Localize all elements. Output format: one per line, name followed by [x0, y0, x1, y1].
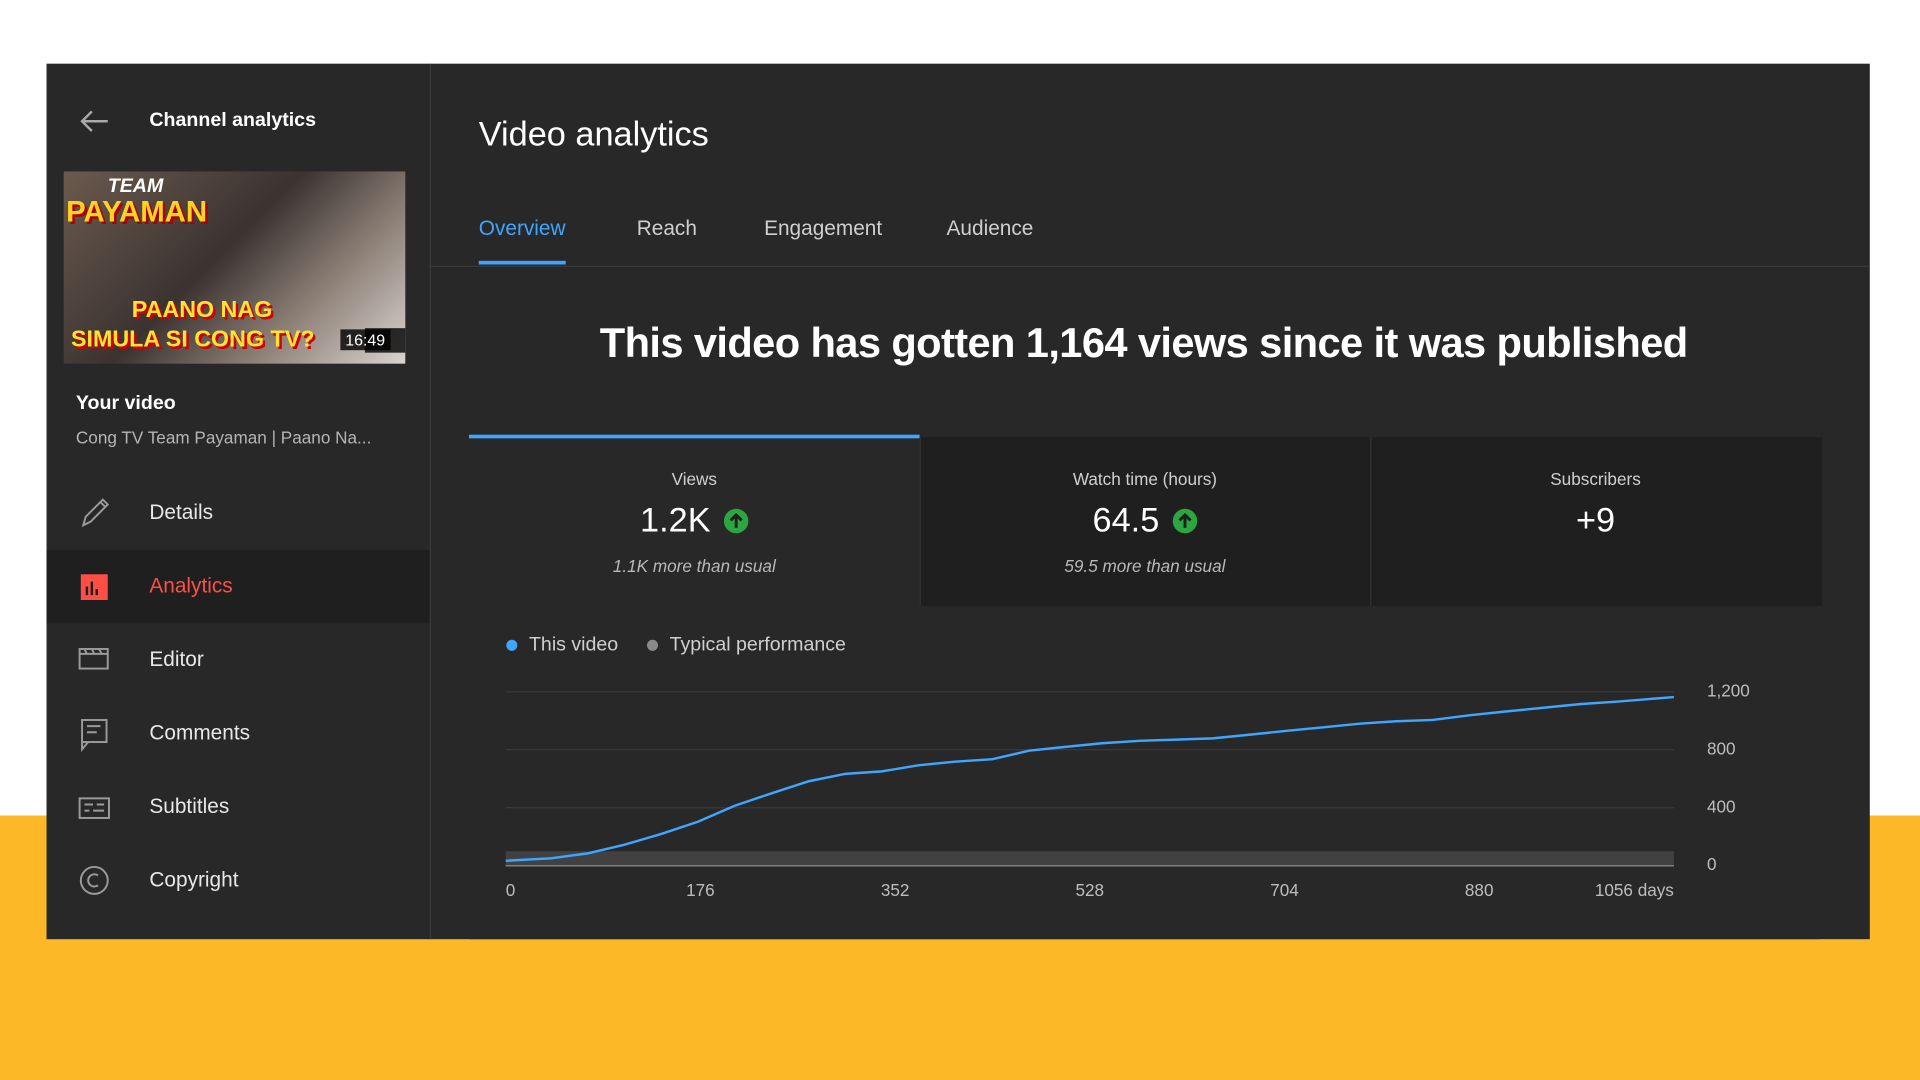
card-value-text: +9 [1575, 500, 1616, 539]
chart-panel [468, 606, 1820, 940]
nav-item[interactable]: Analytics [149, 574, 233, 598]
video-thumbnail[interactable]: TEAM PAYAMAN PAANO NAG SIMULA SI CONG TV… [63, 171, 406, 364]
x-tick-label: 528 [1076, 880, 1105, 900]
legend-label: This video [529, 633, 618, 655]
card-value-text: 1.2K [640, 500, 711, 539]
x-tick-label: 352 [881, 880, 910, 900]
card-note: 1.1K more than usual [612, 555, 776, 576]
tab-underline [478, 260, 566, 265]
tabs-divider [429, 265, 1870, 267]
sidebar-divider [429, 63, 432, 940]
card-label: Subscribers [1550, 468, 1641, 489]
trend-up-icon [723, 508, 748, 533]
thumbnail-title-1: PAANO NAG [131, 297, 273, 324]
card-value-text: 64.5 [1092, 500, 1160, 539]
back-label[interactable]: Channel analytics [149, 110, 316, 132]
x-tick-label: 0 [506, 880, 516, 900]
nav-item[interactable]: Editor [149, 647, 204, 672]
x-tick-label: 704 [1270, 880, 1299, 900]
back-arrow[interactable] [78, 108, 110, 135]
metric-card[interactable] [919, 437, 1372, 607]
trend-up-icon [1172, 508, 1197, 533]
card-value: +9 [1576, 501, 1615, 540]
y-tick-label: 0 [1707, 854, 1717, 874]
video-duration: 16:49 [340, 329, 391, 351]
x-tick-label: 880 [1465, 880, 1494, 900]
x-tick-label: 1056 days [1595, 880, 1674, 900]
tab[interactable]: Overview [478, 216, 566, 240]
headline: This video has gotten 1,164 views since … [599, 320, 1688, 367]
metric-card[interactable] [468, 437, 920, 607]
card-label: Views [671, 468, 717, 489]
nav-active-background [46, 549, 430, 624]
nav-item[interactable]: Comments [149, 721, 251, 745]
thumbnail-title-2: SIMULA SI CONG TV? [71, 326, 315, 353]
tab[interactable]: Audience [946, 216, 1034, 240]
y-tick-label: 400 [1707, 796, 1736, 816]
legend-label: Typical performance [670, 633, 846, 655]
page-title: Video analytics [478, 115, 709, 154]
tab[interactable]: Reach [636, 216, 697, 240]
card-active-bar [468, 434, 920, 439]
card-value: 64.5 [1093, 501, 1198, 540]
y-tick-label: 800 [1707, 738, 1736, 758]
card-label: Watch time (hours) [1072, 468, 1217, 489]
typical-performance-band [505, 851, 1674, 866]
metric-card[interactable] [1370, 437, 1823, 607]
nav-icons [78, 498, 110, 895]
nav-item[interactable]: Details [149, 500, 214, 525]
nav-item[interactable]: Copyright [149, 868, 239, 892]
your-video-label: Your video [75, 393, 176, 414]
nav-item[interactable]: Subtitles [149, 794, 230, 818]
thumbnail-brand: PAYAMAN [66, 195, 208, 229]
thumbnail-brand-top: TEAM [107, 176, 164, 198]
tab[interactable]: Engagement [764, 216, 883, 240]
video-title[interactable]: Cong TV Team Payaman | Paano Na... [75, 427, 372, 447]
card-note: 59.5 more than usual [1064, 555, 1226, 576]
legend-marker [506, 639, 518, 651]
x-tick-label: 176 [686, 880, 715, 900]
series-line [505, 695, 1674, 863]
y-tick-label: 1,200 [1707, 680, 1750, 700]
card-value: 1.2K [640, 501, 749, 540]
legend-marker [646, 639, 659, 651]
